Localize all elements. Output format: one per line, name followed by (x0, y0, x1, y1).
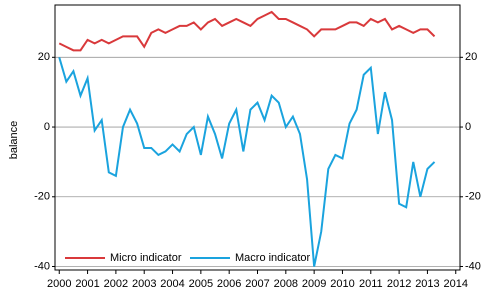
x-tick-label: 2012 (387, 278, 411, 290)
legend-label: Micro indicator (110, 252, 182, 264)
x-tick-label: 2001 (75, 278, 99, 290)
x-tick-label: 2006 (217, 278, 241, 290)
y-axis-label: balance (8, 121, 20, 160)
x-tick-label: 2011 (359, 278, 383, 290)
plot-frame (54, 4, 461, 271)
x-tick-label: 2010 (330, 278, 354, 290)
y-tick-label: 0 (44, 121, 50, 133)
x-tick-label: 2009 (302, 278, 326, 290)
x-tick-label: 2007 (245, 278, 269, 290)
y2-tick-label: 20 (465, 51, 477, 63)
x-tick-label: 2000 (47, 278, 71, 290)
y2-tick-label: -40 (465, 260, 481, 272)
data-line (58, 57, 436, 267)
data-line (58, 10, 436, 52)
x-tick-label: 2008 (274, 278, 298, 290)
x-tick-label: 2004 (160, 278, 184, 290)
y-tick-label: 20 (38, 51, 50, 63)
x-tick-label: 2013 (415, 278, 439, 290)
x-tick-label: 2014 (444, 278, 468, 290)
y2-tick-label: 0 (465, 121, 471, 133)
x-tick-label: 2005 (189, 278, 213, 290)
x-tick-label: 2003 (132, 278, 156, 290)
y-tick-label: -20 (34, 191, 50, 203)
y2-tick-label: -20 (465, 191, 481, 203)
y-tick-label: -40 (34, 260, 50, 272)
x-tick-label: 2002 (104, 278, 128, 290)
legend-label: Macro indicator (235, 252, 311, 264)
